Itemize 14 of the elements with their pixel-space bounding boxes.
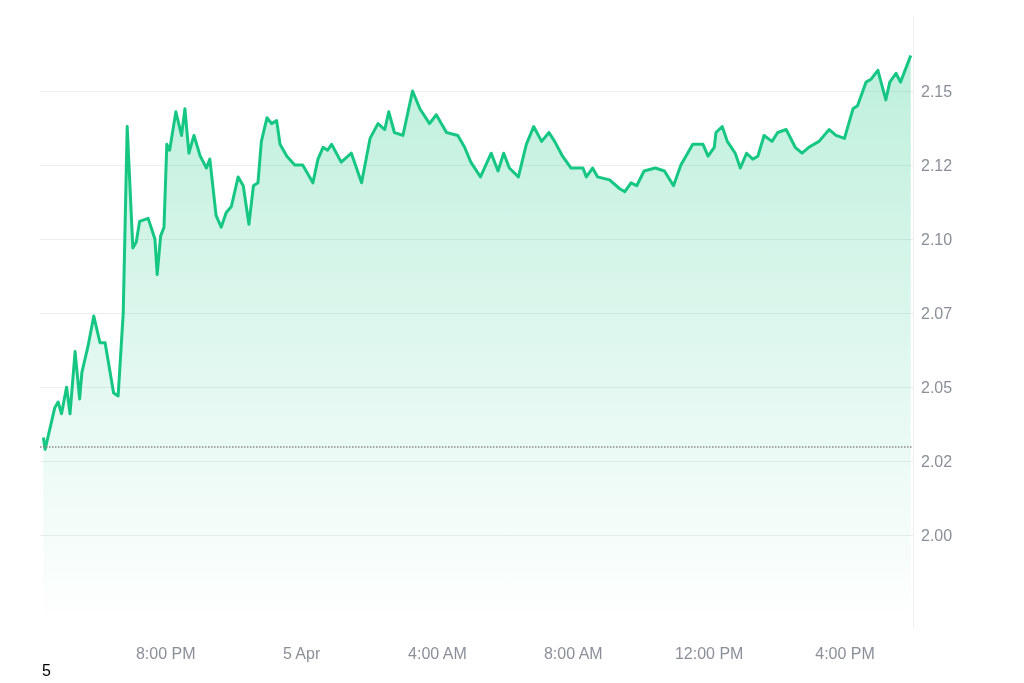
x-tick-label: 4:00 AM bbox=[408, 644, 467, 662]
y-tick-label: 2.15 bbox=[921, 82, 953, 100]
x-tick-label: 5 Apr bbox=[282, 644, 321, 662]
y-tick-label: 2.02 bbox=[921, 452, 953, 470]
y-tick-label: 2.05 bbox=[921, 378, 953, 396]
y-tick-label: 2.07 bbox=[921, 304, 953, 322]
x-tick-label: 8:00 AM bbox=[543, 644, 603, 662]
y-tick-label: 2.10 bbox=[921, 230, 953, 248]
x-tick-label: 12:00 PM bbox=[674, 644, 744, 662]
x-tick-label: 8:00 PM bbox=[135, 644, 196, 662]
y-tick-label: 2.00 bbox=[921, 526, 953, 544]
y-tick-label: 2.12 bbox=[921, 156, 953, 174]
x-tick-label: 4:00 PM bbox=[815, 644, 875, 662]
text: 5 bbox=[42, 661, 51, 679]
